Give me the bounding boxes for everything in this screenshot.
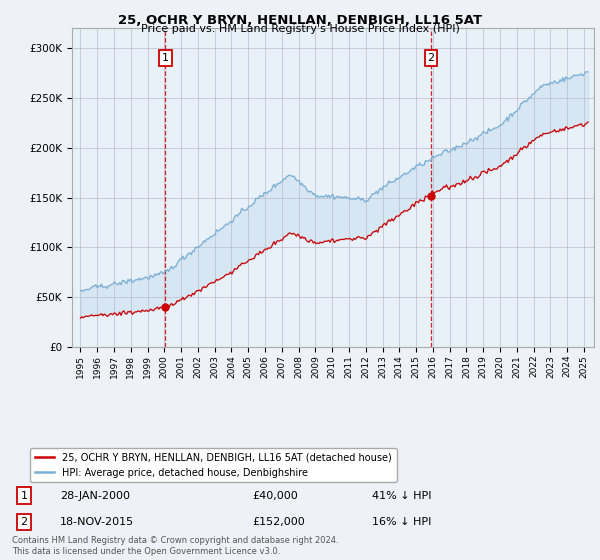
Text: Price paid vs. HM Land Registry's House Price Index (HPI): Price paid vs. HM Land Registry's House … <box>140 24 460 34</box>
Text: 1: 1 <box>20 491 28 501</box>
Text: £152,000: £152,000 <box>252 517 305 527</box>
Text: £40,000: £40,000 <box>252 491 298 501</box>
Text: Contains HM Land Registry data © Crown copyright and database right 2024.
This d: Contains HM Land Registry data © Crown c… <box>12 536 338 556</box>
Text: 18-NOV-2015: 18-NOV-2015 <box>60 517 134 527</box>
Text: 16% ↓ HPI: 16% ↓ HPI <box>372 517 431 527</box>
Text: 25, OCHR Y BRYN, HENLLAN, DENBIGH, LL16 5AT: 25, OCHR Y BRYN, HENLLAN, DENBIGH, LL16 … <box>118 14 482 27</box>
Text: 2: 2 <box>427 53 434 63</box>
Text: 28-JAN-2000: 28-JAN-2000 <box>60 491 130 501</box>
Text: 41% ↓ HPI: 41% ↓ HPI <box>372 491 431 501</box>
Legend: 25, OCHR Y BRYN, HENLLAN, DENBIGH, LL16 5AT (detached house), HPI: Average price: 25, OCHR Y BRYN, HENLLAN, DENBIGH, LL16 … <box>30 448 397 482</box>
Text: 2: 2 <box>20 517 28 527</box>
Text: 1: 1 <box>162 53 169 63</box>
